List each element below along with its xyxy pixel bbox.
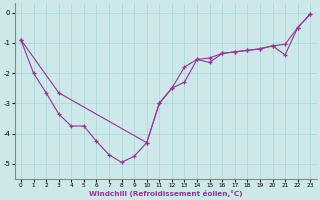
X-axis label: Windchill (Refroidissement éolien,°C): Windchill (Refroidissement éolien,°C) [89,190,242,197]
